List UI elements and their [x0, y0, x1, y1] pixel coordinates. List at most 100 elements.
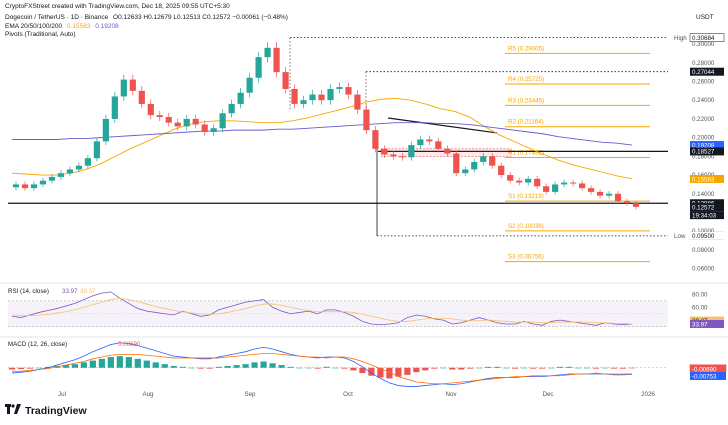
macd-histogram-bar: [539, 367, 546, 369]
symbol-name: Dogecoin / TetherUS · 1D · Binance: [5, 14, 109, 21]
candle-body: [435, 141, 442, 149]
macd-histogram-bar: [548, 367, 555, 369]
price-tick-label: 0.26000: [692, 78, 715, 85]
candle-body: [282, 72, 289, 89]
candle-body: [363, 109, 370, 131]
macd-histogram-bar: [233, 365, 240, 368]
pivot-label: R4 (0.25725): [508, 76, 544, 83]
macd-histogram-bar: [197, 367, 204, 369]
candle-body: [327, 88, 334, 101]
candle-body: [596, 191, 604, 196]
candle-body: [21, 184, 29, 189]
currency-label: USDT: [696, 14, 714, 21]
candle-body: [210, 128, 217, 133]
candle-body: [417, 139, 424, 146]
macd-histogram-bar: [628, 367, 636, 369]
x-tick-label: Dec: [542, 391, 553, 398]
macd-histogram-bar: [449, 367, 456, 370]
tradingview-mark-icon: [5, 404, 21, 417]
macd-histogram-bar: [125, 357, 132, 368]
pivot-label: S2 (0.10038): [508, 223, 544, 230]
price-tick-label: 0.28000: [692, 60, 715, 67]
macd-histogram-bar: [557, 366, 564, 368]
macd-histogram-bar: [278, 365, 285, 368]
macd-histogram-bar: [143, 360, 150, 368]
candle-body: [408, 145, 415, 158]
macd-histogram-bar: [62, 365, 70, 368]
macd-histogram-bar: [116, 356, 123, 368]
candle-body: [480, 156, 487, 162]
macd-histogram-bar: [485, 366, 492, 368]
price-tag-value: 0.12572: [692, 204, 715, 211]
price-tick-label: 0.18000: [692, 153, 715, 160]
price-tag-value: 0.09500: [692, 233, 715, 240]
macd-header-value: 0.00690: [118, 341, 141, 348]
candle-body: [111, 96, 118, 119]
macd-histogram-bar: [26, 367, 34, 369]
price-tag: [690, 67, 724, 76]
macd-histogram-bar: [422, 367, 429, 371]
candle-body: [453, 153, 460, 174]
candle-body: [291, 88, 298, 104]
pivot-label: S3 (0.06756): [508, 254, 544, 261]
price-tag-value: 0.30684: [692, 35, 715, 42]
candle-body: [165, 117, 172, 123]
candle-body: [623, 201, 631, 204]
price-tick-label: 0.08000: [692, 247, 715, 254]
rsi-ma-line: [11, 297, 633, 325]
candle-body: [39, 180, 47, 185]
price-tick-label: 0.06000: [692, 266, 715, 273]
macd-histogram-bar: [395, 367, 402, 377]
macd-histogram-bar: [161, 364, 168, 368]
macd-histogram-bar: [368, 367, 375, 376]
ema-value-50: 0.15583: [66, 23, 91, 30]
candle-body: [183, 118, 190, 127]
candle-body: [57, 173, 65, 177]
ema200-line: [12, 122, 633, 146]
macd-histogram-bar: [592, 367, 600, 369]
macd-histogram-bar: [512, 367, 519, 369]
candle-body: [237, 92, 244, 104]
price-tick-label: 0.10000: [692, 228, 715, 235]
macd-histogram-bar: [35, 367, 43, 369]
pivot-label: S1 (0.13219): [508, 193, 544, 200]
macd-tag: [690, 372, 726, 380]
tradingview-logo: TradingView: [5, 404, 87, 417]
x-tick-label: Nov: [445, 391, 457, 398]
candle-body: [318, 94, 325, 101]
ohlc-values: O0.12633 H0.12679 L0.12513 C0.12572 −0.0…: [113, 14, 288, 21]
macd-histogram-bar: [583, 367, 591, 369]
macd-histogram-bar: [188, 367, 195, 369]
macd-histogram-bar: [458, 367, 465, 370]
macd-histogram-bar: [574, 367, 582, 369]
macd-histogram-bar: [107, 357, 114, 368]
candle-body: [48, 176, 56, 181]
macd-tag-value: -0.00753: [692, 373, 717, 380]
pivot-label: R5 (0.29005): [508, 45, 544, 52]
candle-body: [336, 87, 343, 89]
symbol-line: Dogecoin / TetherUS · 1D · Binance O0.12…: [5, 14, 291, 22]
candle-body: [471, 161, 478, 170]
candle-body: [66, 169, 74, 174]
candle-body: [273, 47, 280, 73]
candle-body: [93, 141, 100, 159]
candle-body: [12, 184, 20, 188]
ema-line: EMA 20/50/100/200 0.15583 0.19208: [5, 23, 122, 31]
macd-histogram-bar: [601, 367, 609, 369]
signal-line: [12, 353, 633, 385]
candle-body: [219, 113, 226, 129]
macd-histogram-bar: [566, 366, 573, 368]
macd-histogram-bar: [386, 367, 393, 379]
macd-histogram-bar: [377, 367, 384, 378]
price-tick-label: 0.20000: [692, 135, 715, 142]
macd-histogram-bar: [359, 367, 366, 374]
candle-body: [120, 79, 127, 97]
candle-body: [228, 103, 235, 114]
price-tick-label: 0.14000: [692, 191, 715, 198]
candle-body: [75, 165, 82, 170]
macd-histogram-bar: [314, 367, 321, 369]
candle-body: [516, 180, 523, 183]
ema-value-200: 0.19208: [95, 23, 119, 30]
candle-body: [534, 178, 541, 187]
